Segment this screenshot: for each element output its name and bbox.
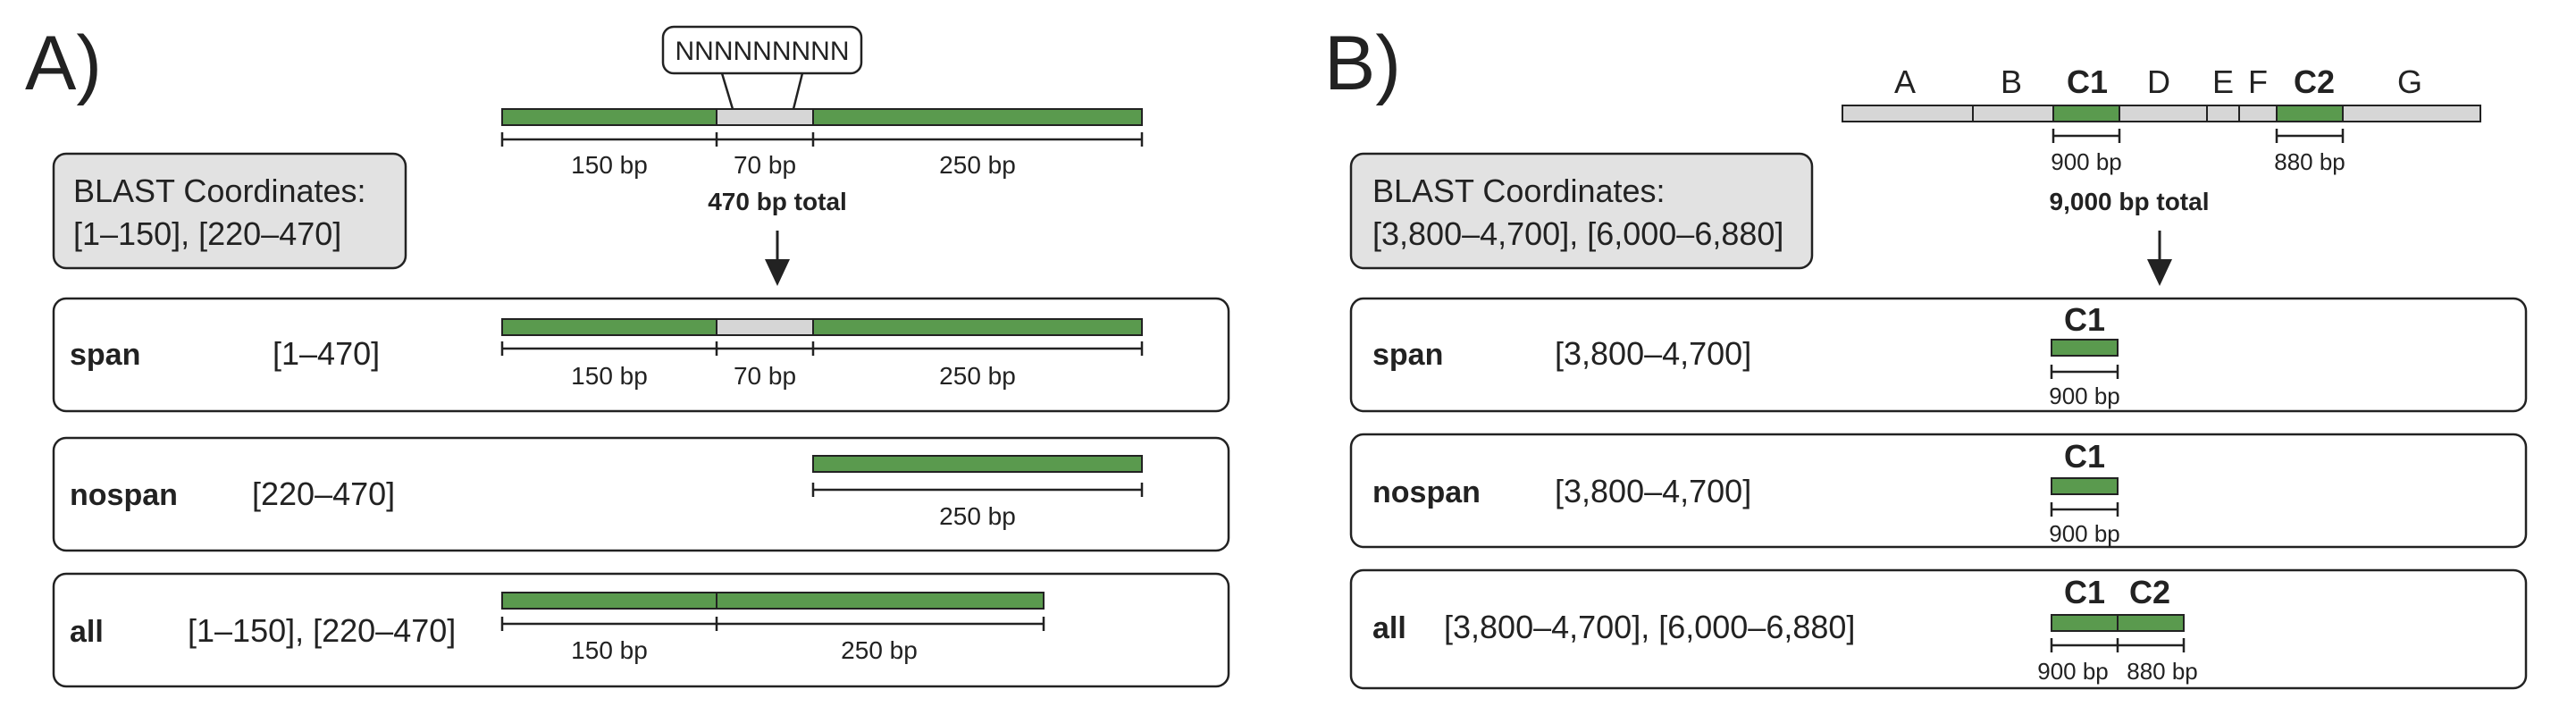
row-coords: [3,800–4,700] [1555,473,1751,509]
bp-label: 250 bp [939,502,1016,530]
segment-letter-f: F [2248,63,2268,100]
row-name: nospan [1372,475,1481,509]
top-label-70: 70 bp [734,151,796,179]
bp-label: 250 bp [841,636,918,664]
row-coords: [220–470] [252,475,395,512]
row-span: span [3,800–4,700] C1 900 bp [1349,297,2528,413]
top-label-250: 250 bp [939,151,1016,179]
bp-label: 900 bp [2049,520,2120,547]
row-coords: [3,800–4,700] [1555,335,1751,372]
segment-letter-e: E [2212,63,2234,100]
row-head-c1: C1 [2064,438,2105,475]
row-nospan: nospan [220–470] 250 bp [52,436,1230,552]
row-name: span [1372,338,1443,372]
row-name: nospan [70,478,178,512]
down-arrow-icon [2147,231,2172,286]
row-coords: [1–470] [273,335,380,372]
segment-150bp [501,108,717,126]
bp-label: 150 bp [571,362,648,390]
insert-box [661,25,863,75]
segment-250bp [812,108,1143,126]
bp-label: 250 bp [939,362,1016,390]
row-name: span [70,338,140,372]
total-length: 470 bp total [708,188,847,215]
row-coords: [1–150], [220–470] [188,612,456,649]
segment-letter-d: D [2147,63,2170,100]
segment-letter-b: B [2001,63,2022,100]
row-all: all [3,800–4,700], [6,000–6,880] C1 C2 9… [1349,568,2528,690]
blast-coords: [3,800–4,700], [6,000–6,880] [1372,215,1783,252]
panel-b-top-bar: 900 bp 880 bp 9,000 bp total [1842,105,2481,215]
blast-coordinates-box: BLAST Coordinates: [3,800–4,700], [6,000… [1349,152,1814,270]
top-label-880: 880 bp [2274,148,2345,175]
insert-sequence: NNNNNNNNN [675,37,850,66]
row-span: span [1–470] 150 bp 70 bp 250 bp [52,297,1230,413]
bp-label: 70 bp [734,362,796,390]
bp-label: 900 bp [2049,383,2120,409]
segment-letter-c1: C1 [2067,63,2108,100]
blast-coordinates-box: BLAST Coordinates: [1–150], [220–470] [52,152,407,270]
bp-label: 900 bp [2037,658,2109,685]
row-coords: [3,800–4,700], [6,000–6,880] [1444,609,1855,645]
segment-70bp-insert [716,108,814,126]
panel-a: A) NNNNNNNNN 150 bp 70 bp 250 bp 470 bp … [25,21,1230,688]
total-length: 9,000 bp total [2050,188,2210,215]
down-arrow-icon [765,231,790,286]
row-name: all [70,615,104,649]
top-label-150: 150 bp [571,151,648,179]
blast-title: BLAST Coordinates: [73,172,366,209]
row-all: all [1–150], [220–470] 150 bp 250 bp [52,572,1230,688]
blast-title: BLAST Coordinates: [1372,172,1666,209]
row-head-c2: C2 [2129,574,2170,610]
bp-label: 880 bp [2127,658,2198,685]
panel-b: B) A B C1 D E F C2 G 900 bp 880 bp [1324,21,2528,690]
segment-letter-a: A [1894,63,1916,100]
row-head-c1: C1 [2064,301,2105,338]
top-label-900: 900 bp [2051,148,2122,175]
bp-label: 150 bp [571,636,648,664]
segment-letter-g: G [2397,63,2422,100]
insert-callout: NNNNNNNNN [661,25,863,110]
segment-letter-c2: C2 [2294,63,2335,100]
panel-a-top-bar: 150 bp 70 bp 250 bp 470 bp total [500,108,1144,215]
blast-coords: [1–150], [220–470] [73,215,341,252]
row-head-c1: C1 [2064,574,2105,610]
panel-a-label: A) [25,21,102,106]
row-nospan: nospan [3,800–4,700] C1 900 bp [1349,433,2528,549]
panel-b-label: B) [1324,21,1401,106]
row-name: all [1372,611,1406,645]
